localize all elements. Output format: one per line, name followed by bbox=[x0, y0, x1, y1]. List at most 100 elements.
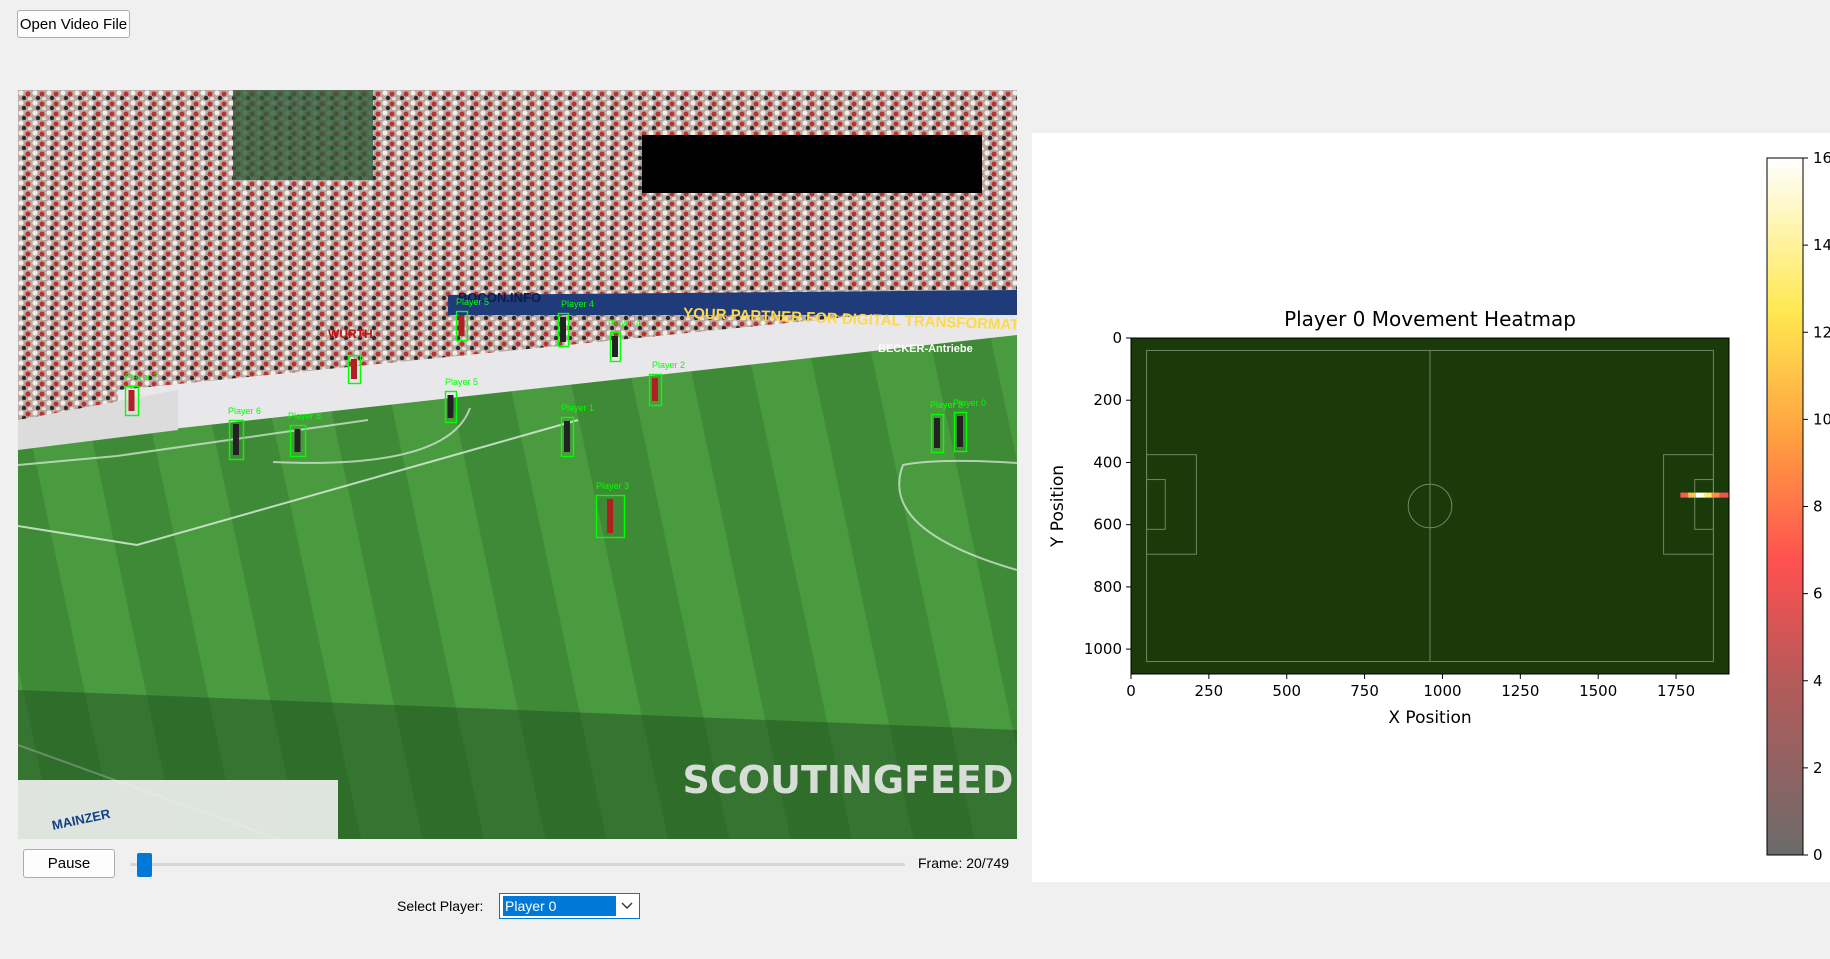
x-tick-label: 1750 bbox=[1657, 682, 1695, 700]
redaction-box bbox=[642, 135, 982, 193]
player-detection: Player 4 bbox=[608, 318, 641, 363]
x-tick-label: 1500 bbox=[1579, 682, 1617, 700]
colorbar bbox=[1766, 157, 1804, 856]
colorbar-tick-label: 12 bbox=[1813, 323, 1830, 341]
y-tick-label: 0 bbox=[1112, 329, 1122, 347]
detection-label: Player 8 bbox=[288, 411, 321, 421]
detection-box bbox=[609, 331, 622, 363]
detection-label: Player 7 bbox=[125, 372, 158, 382]
detection-box bbox=[595, 494, 626, 539]
player-figure bbox=[612, 336, 618, 357]
detection-box bbox=[648, 373, 663, 407]
select-player-label: Select Player: bbox=[397, 898, 484, 914]
detection-box bbox=[455, 310, 469, 342]
video-frame: YOUR PARTNER FOR DIGITAL TRANSFORMATION … bbox=[18, 90, 1017, 839]
x-axis-label: X Position bbox=[1388, 708, 1471, 728]
colorbar-tick-label: 2 bbox=[1813, 759, 1823, 777]
player-detection: Player 5 bbox=[455, 297, 489, 342]
player-detection: Player bbox=[930, 400, 968, 453]
x-axis: 0 250 500 750 1000 1250 1500 1750 bbox=[1126, 674, 1695, 700]
colorbar-tick-label: 16 bbox=[1813, 149, 1830, 167]
detection-box bbox=[557, 312, 570, 348]
player-figure bbox=[447, 395, 454, 418]
detection-box bbox=[560, 416, 575, 458]
player-detection: Player 0 bbox=[347, 354, 986, 408]
ad-board-text: WÜRTH bbox=[328, 326, 373, 341]
ad-board-text: BOCON.INFO bbox=[458, 290, 541, 305]
y-tick-label: 800 bbox=[1093, 578, 1122, 596]
player-detection: Player 7 bbox=[124, 372, 158, 417]
detection-label: Player 4 bbox=[561, 299, 594, 309]
player-select[interactable]: Player 0 bbox=[499, 893, 640, 919]
player-detection: Player 8 bbox=[288, 411, 321, 458]
x-tick-label: 250 bbox=[1195, 682, 1224, 700]
detection-box bbox=[930, 413, 945, 454]
x-tick-label: 750 bbox=[1350, 682, 1379, 700]
y-tick-label: 400 bbox=[1093, 453, 1122, 471]
y-tick-label: 1000 bbox=[1084, 640, 1122, 658]
colorbar-axis: 0 2 4 6 8 10 12 14 16 bbox=[1803, 149, 1830, 864]
frame-slider[interactable] bbox=[130, 853, 905, 877]
detection-box bbox=[347, 354, 362, 385]
player-select-value: Player 0 bbox=[503, 896, 616, 916]
player-detection: Player 5 bbox=[444, 377, 478, 424]
open-video-file-button[interactable]: Open Video File bbox=[17, 10, 130, 38]
ad-board-text: BECKER-Antriebe bbox=[878, 343, 973, 355]
x-tick-label: 1000 bbox=[1423, 682, 1461, 700]
player-figure bbox=[458, 315, 465, 336]
colorbar-tick-label: 14 bbox=[1813, 236, 1830, 254]
detection-box bbox=[444, 390, 458, 424]
detection-label: Player 3 bbox=[596, 481, 629, 491]
y-axis: 0 200 400 600 800 1000 bbox=[1084, 329, 1131, 658]
y-tick-label: 600 bbox=[1093, 516, 1122, 534]
player-figure bbox=[564, 421, 570, 452]
player-detection: Player 6 bbox=[228, 406, 261, 461]
chart-title: Player 0 Movement Heatmap bbox=[1284, 307, 1576, 331]
watermark: SCOUTINGFEED bbox=[683, 758, 1014, 802]
pause-button[interactable]: Pause bbox=[23, 849, 115, 878]
player-figure bbox=[128, 390, 135, 411]
player-detection: Player 2 bbox=[648, 360, 685, 407]
x-tick-label: 1250 bbox=[1501, 682, 1539, 700]
player-figure bbox=[233, 424, 239, 455]
detection-layer: Player 7 Player 6 Player 8 Player 5 Player 4… bbox=[124, 297, 986, 539]
heatmap-chart: Player 0 Movement Heatmap 0 250 500 750 1000… bbox=[1048, 149, 1830, 864]
player-figure bbox=[934, 418, 940, 448]
detection-label: Player 2 bbox=[652, 360, 685, 370]
chevron-down-icon[interactable] bbox=[619, 898, 635, 914]
colorbar-tick-label: 4 bbox=[1813, 672, 1823, 690]
detection-box bbox=[228, 419, 245, 461]
player-figure bbox=[957, 416, 963, 447]
player-figure bbox=[560, 317, 566, 342]
frame-counter: Frame: 20/749 bbox=[918, 855, 1010, 871]
detection-box bbox=[289, 424, 307, 458]
detection-label: Player 8 bbox=[930, 400, 963, 410]
heat-cells bbox=[1680, 492, 1730, 498]
colorbar-tick-label: 10 bbox=[1813, 410, 1830, 428]
detection-label: Player 5 bbox=[456, 297, 489, 307]
x-tick-label: 500 bbox=[1272, 682, 1301, 700]
detection-label: Player 0 bbox=[953, 398, 986, 408]
player-figure bbox=[607, 499, 613, 533]
heat-cell bbox=[1688, 492, 1699, 498]
heat-cell bbox=[1703, 492, 1714, 498]
detection-label: Player bbox=[930, 400, 956, 410]
player-detection: Player 8 bbox=[930, 400, 963, 454]
pitch-lines bbox=[1146, 349, 1714, 663]
slider-thumb[interactable] bbox=[137, 853, 153, 877]
heat-cell bbox=[1680, 492, 1691, 498]
video-scene: YOUR PARTNER FOR DIGITAL TRANSFORMATION … bbox=[18, 90, 1017, 839]
slider-track[interactable] bbox=[130, 863, 905, 866]
player-figure bbox=[652, 378, 658, 401]
detection-box bbox=[124, 385, 140, 417]
detection-label: Player 4 bbox=[608, 318, 641, 328]
y-axis-label: Y Position bbox=[1048, 465, 1068, 548]
player-detection: Player 3 bbox=[595, 481, 629, 539]
colorbar-tick-label: 8 bbox=[1813, 498, 1823, 516]
x-tick-label: 0 bbox=[1126, 682, 1136, 700]
heat-cell bbox=[1711, 492, 1722, 498]
heat-cell bbox=[1719, 492, 1730, 498]
detection-box bbox=[953, 411, 968, 453]
player-figure bbox=[351, 359, 357, 379]
heat-cell bbox=[1695, 492, 1706, 498]
